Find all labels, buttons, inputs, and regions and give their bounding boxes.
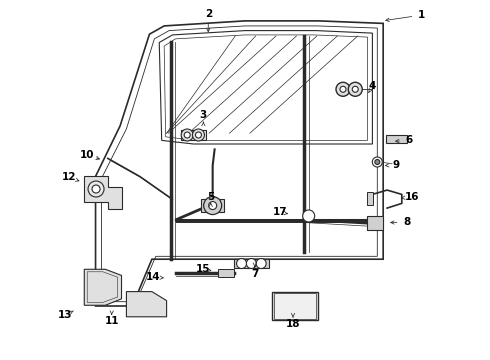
Polygon shape [84, 269, 122, 305]
Text: 13: 13 [57, 310, 72, 320]
Text: 4: 4 [368, 81, 376, 91]
Circle shape [88, 181, 104, 197]
Text: 2: 2 [205, 9, 212, 19]
Text: 11: 11 [104, 316, 119, 326]
Circle shape [204, 197, 221, 215]
Polygon shape [234, 259, 269, 268]
Circle shape [336, 82, 350, 96]
Text: 18: 18 [286, 319, 300, 329]
Circle shape [352, 86, 358, 92]
Circle shape [209, 202, 217, 210]
Text: 8: 8 [403, 217, 410, 228]
Polygon shape [272, 292, 318, 320]
Text: 3: 3 [200, 110, 207, 120]
Circle shape [375, 159, 380, 165]
Circle shape [181, 129, 193, 141]
Text: 7: 7 [251, 269, 259, 279]
Polygon shape [201, 199, 224, 212]
Circle shape [303, 210, 315, 222]
Polygon shape [84, 176, 122, 209]
Circle shape [246, 258, 256, 269]
Text: 6: 6 [406, 135, 413, 145]
Text: 10: 10 [80, 150, 95, 160]
Polygon shape [126, 292, 167, 317]
Text: 14: 14 [146, 272, 160, 282]
Circle shape [92, 185, 100, 193]
Text: 9: 9 [392, 160, 399, 170]
Circle shape [348, 82, 362, 96]
Text: 12: 12 [61, 172, 76, 182]
Circle shape [193, 129, 204, 141]
Text: 5: 5 [207, 192, 214, 202]
Polygon shape [181, 130, 206, 140]
Polygon shape [218, 269, 234, 277]
Circle shape [340, 86, 346, 92]
Text: 15: 15 [196, 264, 211, 274]
Circle shape [256, 258, 266, 269]
Text: 1: 1 [418, 10, 425, 20]
Circle shape [372, 157, 382, 167]
Polygon shape [386, 135, 407, 143]
Polygon shape [367, 192, 373, 205]
Polygon shape [367, 216, 383, 230]
Circle shape [237, 258, 246, 269]
Circle shape [184, 132, 190, 138]
Circle shape [196, 132, 201, 138]
Text: 17: 17 [273, 207, 288, 217]
Text: 16: 16 [404, 192, 419, 202]
